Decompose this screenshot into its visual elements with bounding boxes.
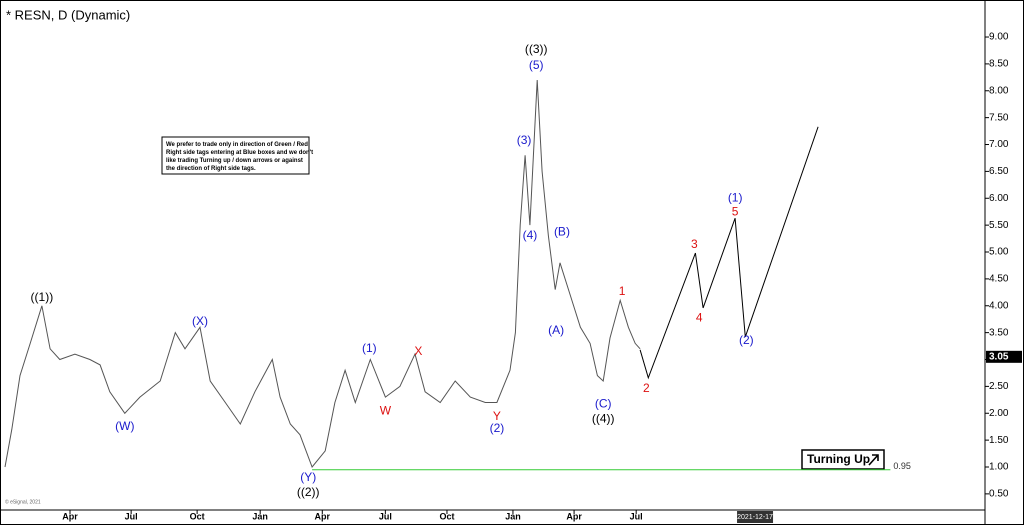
y-tick-label: 4.50 [989,274,1009,285]
y-tick-label: 6.00 [989,193,1009,204]
wave-label: (B) [554,224,570,238]
y-tick-label: 8.50 [989,59,1009,70]
wave-label: (1) [362,341,377,355]
y-tick-label: 5.50 [989,220,1009,231]
x-tick-label: Jul [125,511,138,521]
wave-label: (1) [728,190,743,204]
chart-title: * RESN, D (Dynamic) [6,7,130,22]
wave-label: (3) [517,133,532,147]
price-line [4,79,641,468]
wave-label: (2) [739,333,754,347]
wave-label: ((4)) [592,411,615,425]
wave-label: (2) [490,421,505,435]
signal-frame [801,449,885,470]
copyright: © eSignal, 2021 [5,498,41,505]
note-line: the direction of Right side tags. [166,166,256,172]
x-tick-label: Apr [315,511,331,521]
wave-label: (C) [595,396,612,410]
x-tick-label: Apr [62,511,78,521]
wave-label: (W) [115,419,134,433]
note-line: like trading Turning up / down arrows or… [166,158,303,164]
wave-label: ((1)) [31,290,54,304]
x-tick-label: Jul [379,511,392,521]
y-tick-label: 9.00 [989,32,1009,43]
wave-label: 2 [643,381,650,395]
x-tick-label: Jul [630,511,643,521]
y-tick-label: 2.00 [989,408,1009,419]
y-tick-label: 2.50 [989,381,1009,392]
y-tick-label: 7.50 [989,112,1009,123]
wave-label: 4 [696,310,703,324]
wave-label: ((3)) [525,42,548,56]
wave-label: (5) [529,58,544,72]
wave-label: X [414,344,422,358]
level-label: 0.95 [893,461,911,471]
y-tick-label: 7.00 [989,139,1009,150]
y-tick-label: 5.00 [989,247,1009,258]
wave-label: (Y) [300,470,316,484]
y-tick-label: 6.50 [989,166,1009,177]
wave-label: 3 [691,237,698,251]
wave-label: (X) [192,314,208,328]
x-tick-label: Oct [190,511,205,521]
y-tick-label: 3.50 [989,327,1009,338]
y-tick-label: 1.50 [989,435,1009,446]
note-frame [161,136,310,175]
note-line: Right side tags entering at Blue boxes a… [166,150,313,156]
wave-label: W [380,403,392,417]
last-price-label: 3.05 [989,351,1009,362]
last-price-box [986,350,1022,363]
y-tick-label: 8.00 [989,85,1009,96]
y-tick-label: 1.00 [989,462,1009,473]
y-tick-label: 4.00 [989,300,1009,311]
wave-label: (4) [523,228,538,242]
price-line [639,126,819,380]
x-tick-label: Apr [566,511,582,521]
note-box: We prefer to trade only in direction of … [161,136,313,175]
x-tick-label: Jan [252,511,268,521]
wave-label: 5 [732,204,739,218]
wave-label: 1 [619,284,626,298]
note-line: We prefer to trade only in direction of … [166,142,308,148]
date-marker-box [737,511,774,523]
wave-label: Y [493,409,501,423]
wave-label: ((2)) [297,485,320,499]
signal-arrow [868,454,879,466]
signal-box: Turning Up [801,449,885,470]
x-tick-label: Oct [439,511,454,521]
y-tick-label: 0.50 [989,489,1009,500]
signal-label: Turning Up [807,452,870,466]
date-marker-label: 2021-12-17 [737,514,773,521]
wave-label: (A) [548,323,564,337]
x-tick-label: Jan [505,511,521,521]
